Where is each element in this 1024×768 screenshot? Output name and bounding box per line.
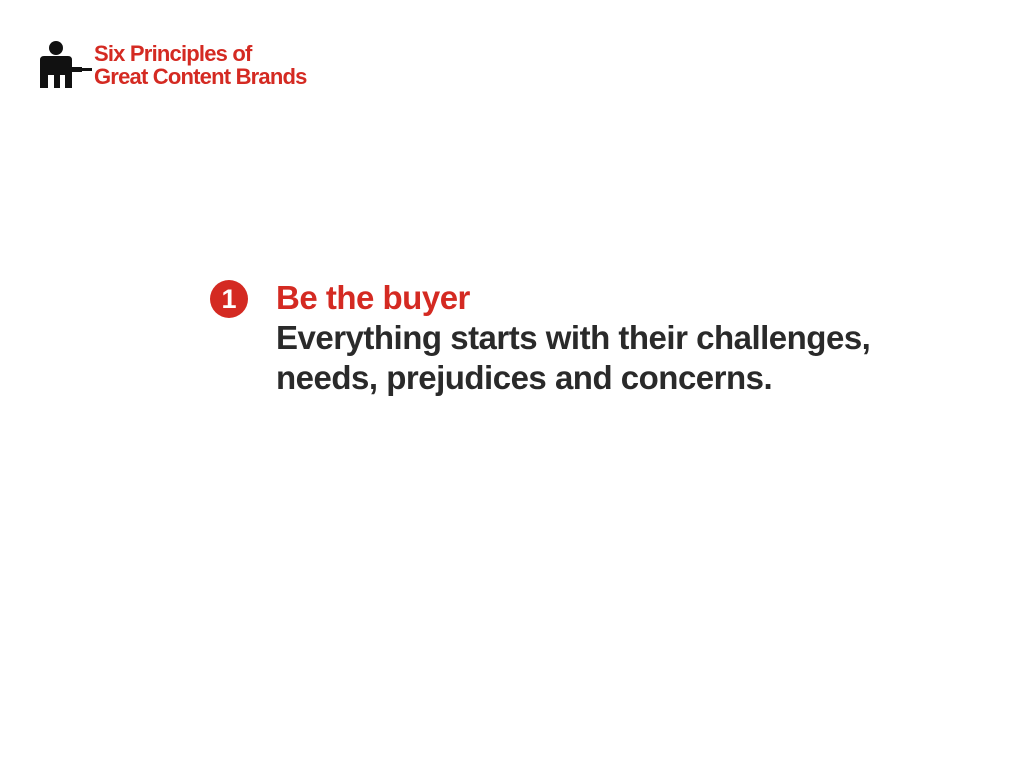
presenter-icon: [40, 41, 92, 88]
header-title-line-1: Six Principles of: [94, 41, 252, 66]
principle-number-badge: 1: [210, 280, 248, 318]
header-title-line-2: Great Content Brands: [94, 64, 307, 89]
header-title: Six Principles of Great Content Brands: [94, 42, 394, 88]
principle-body: Everything starts with their challenges,…: [276, 319, 871, 396]
principle-text: Be the buyer Everything starts with thei…: [276, 278, 896, 398]
principle-title: Be the buyer: [276, 279, 470, 316]
